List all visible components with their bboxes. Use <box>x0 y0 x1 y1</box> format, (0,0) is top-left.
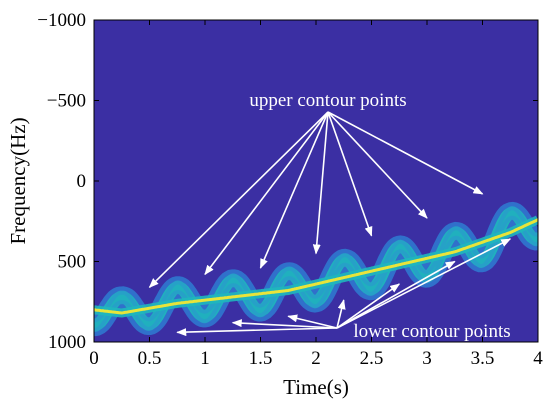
x-tick-label: 3.5 <box>471 348 495 369</box>
upper-contour-arrow <box>327 111 484 195</box>
x-tick-label: 2.5 <box>360 348 384 369</box>
x-tick-label: 0.5 <box>138 348 162 369</box>
lower-contour-arrow <box>287 314 338 329</box>
x-axis: 0 0.5 1 1.5 2 2.5 3 3.5 4 <box>89 20 543 369</box>
y-axis: −1000 −500 0 500 1000 <box>37 10 538 353</box>
lower-contour-arrow <box>336 283 401 329</box>
energy-band-layer <box>94 201 538 337</box>
x-tick-label: 2 <box>311 348 321 369</box>
x-tick-label: 0 <box>89 348 99 369</box>
x-tick-label: 4 <box>533 348 543 369</box>
upper-contour-label: upper contour points <box>249 90 406 111</box>
x-tick-label: 3 <box>422 348 432 369</box>
upper-contour-arrow <box>148 111 329 288</box>
energy-band-mid <box>94 206 538 332</box>
y-tick-label: 0 <box>77 171 87 192</box>
y-tick-label: 1000 <box>48 332 86 353</box>
annotation-layer <box>148 111 512 337</box>
y-tick-label: 500 <box>58 252 87 273</box>
y-axis-title: Frequency(Hz) <box>6 117 30 244</box>
upper-contour-arrow <box>312 111 329 255</box>
y-tick-label: −500 <box>47 91 86 112</box>
lower-contour-arrow <box>176 327 338 337</box>
lower-contour-arrow <box>336 299 346 329</box>
upper-contour-arrow <box>327 111 373 237</box>
lower-contour-arrow <box>231 319 338 329</box>
lower-contour-arrow <box>336 238 512 329</box>
x-tick-label: 1.5 <box>249 348 273 369</box>
ridge-line <box>94 218 538 315</box>
upper-contour-arrow <box>259 111 329 269</box>
y-tick-label: −1000 <box>37 10 86 31</box>
upper-contour-arrow <box>327 111 428 219</box>
x-axis-title: Time(s) <box>283 375 349 399</box>
x-tick-label: 1 <box>200 348 210 369</box>
lower-contour-label: lower contour points <box>353 321 510 342</box>
lower-contour-arrow <box>336 260 456 329</box>
upper-contour-arrow <box>204 111 329 276</box>
energy-band-inner-upper <box>94 206 538 323</box>
